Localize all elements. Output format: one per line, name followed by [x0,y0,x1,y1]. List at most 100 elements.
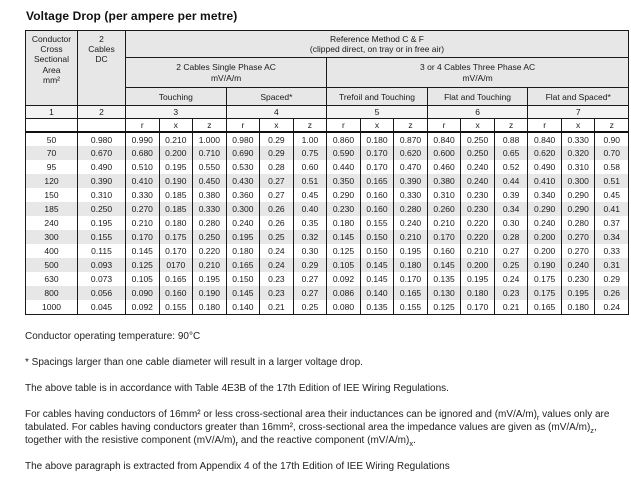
cell-value: 0.240 [527,216,562,230]
cell-value: 0.180 [158,216,194,230]
cell-value: 0.32 [292,230,328,244]
cell-value: 0.080 [326,300,361,314]
note-extract: The above paragraph is extracted from Ap… [25,460,450,472]
cell-value: 0.45 [594,188,629,202]
cell-value: 0.40 [292,202,328,216]
cell-value: 0.090 [125,286,160,300]
cell-value: 0.380 [426,174,462,188]
cell-value: 0.135 [359,300,395,314]
cell-value: 0.260 [426,202,462,216]
cell-value: 0.086 [326,286,361,300]
cell-conductor-size: 500 [25,258,78,272]
cell-value: 0.51 [594,174,629,188]
cell-value: 0.210 [426,216,462,230]
cell-value: 0.190 [527,258,562,272]
cell-value: 0.25 [292,300,328,314]
cell-value: 0.980 [77,132,126,146]
cell-value: 0.23 [259,286,294,300]
note-spacing: * Spacings larger than one cable diamete… [25,356,363,368]
cell-value: 1.000 [192,132,227,146]
cell-value: 0.045 [77,300,126,314]
header-x-label: x [259,118,294,133]
cell-value: 0.27 [493,244,529,258]
cell-value: 0.155 [77,230,126,244]
cell-value: 0.37 [594,216,629,230]
cell-value: 0.290 [527,202,562,216]
column-number: 4 [225,105,328,119]
cell-value: 0.620 [393,146,428,160]
column-number: 1 [25,105,78,119]
cell-value: 0.24 [259,258,294,272]
header-reference-method: Reference Method C & F (clipped direct, … [125,30,629,58]
header-r-label: r [125,118,160,133]
cell-value: 0.240 [225,216,261,230]
cell-value: 0.160 [426,244,462,258]
cell-value: 0.24 [493,272,529,286]
cell-value: 0.27 [259,188,294,202]
header-group-trefoil-touching: Trefoil and Touching [326,87,428,106]
cell-value: 0.690 [225,146,261,160]
cell-value: 0.170 [359,160,395,174]
cell-value: 0.35 [292,216,328,230]
cell-value: 0.28 [493,230,529,244]
cell-conductor-size: 120 [25,174,78,188]
cell-value: 0.115 [77,244,126,258]
cell-value: 0.300 [225,202,261,216]
cell-value: 0.870 [393,132,428,146]
cell-value: 0.056 [77,286,126,300]
cell-value: 0.840 [527,132,562,146]
cell-value: 0.073 [77,272,126,286]
cell-value: 0.170 [158,244,194,258]
cell-value: 0.195 [225,230,261,244]
cell-value: 0.390 [77,174,126,188]
cell-value: 0.490 [77,160,126,174]
cell-value: 0.25 [259,230,294,244]
cell-value: 0.24 [594,300,629,314]
cell-value: 0.330 [393,188,428,202]
cell-value: 0.430 [225,174,261,188]
cell-value: 0.170 [393,272,428,286]
cell-value: 0.27 [259,174,294,188]
table-row: 630 0.073 0.105 0.165 0.195 0.150 0.23 0.27 0.09… [25,272,629,286]
cell-value: 0.195 [460,272,495,286]
cell-value: 0.210 [192,258,227,272]
table-row: 50 0.980 0.990 0.210 1.000 0.980 0.29 1.00 0.860… [25,132,629,146]
cell-value: 0.980 [225,132,261,146]
cell-conductor-size: 150 [25,188,78,202]
cell-value: 0.24 [259,244,294,258]
page-title: Voltage Drop (per ampere per metre) [26,9,238,23]
cell-value: 0.130 [426,286,462,300]
table-row: 95 0.490 0.510 0.195 0.550 0.530 0.28 0.60 0.440… [25,160,629,174]
column-number: 3 [125,105,227,119]
cell-value: 0.200 [527,244,562,258]
cell-value: 0.29 [292,258,328,272]
cell-value: 0.380 [192,188,227,202]
cell-value: 0.530 [225,160,261,174]
cell-conductor-size: 400 [25,244,78,258]
cell-value: 0.25 [493,258,529,272]
cell-value: 0.340 [527,188,562,202]
header-z-label: z [493,118,529,133]
header-group-spaced: Spaced* [225,87,328,106]
cell-value: 0.280 [560,216,596,230]
cell-value: 0.140 [359,286,395,300]
table-row: 400 0.115 0.145 0.170 0.220 0.180 0.24 0.30 0.12… [25,244,629,258]
cell-value: 0.250 [192,230,227,244]
column-number: 5 [326,105,428,119]
note-accordance: The above table is in accordance with Ta… [25,382,449,394]
cell-value: 0.41 [594,202,629,216]
cell-conductor-size: 185 [25,202,78,216]
cell-value: 0.29 [259,146,294,160]
cell-value: 0.350 [326,174,361,188]
cell-value: 0.310 [560,160,596,174]
table-row: 500 0.093 0.125 0170 0.210 0.165 0.24 0.29 0.105… [25,258,629,272]
cell-value: 0.330 [192,202,227,216]
cell-value: 0.860 [326,132,361,146]
header-three-phase: 3 or 4 Cables Three Phase AC mV/A/m [326,57,629,88]
header-r-label: r [225,118,261,133]
header-x-label: x [359,118,395,133]
table-row: 240 0.195 0.210 0.180 0.280 0.240 0.26 0.35 0.18… [25,216,629,230]
cell-value: 0.105 [125,272,160,286]
